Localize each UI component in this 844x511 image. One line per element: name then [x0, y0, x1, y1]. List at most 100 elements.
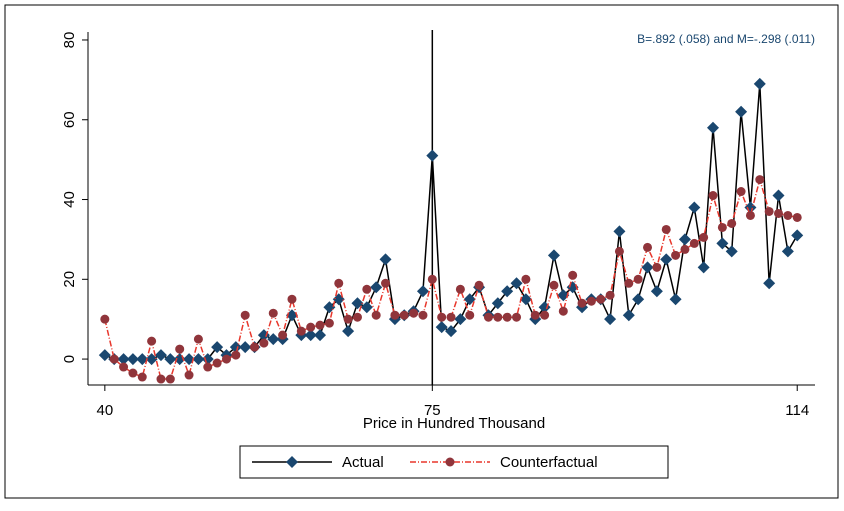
data-point: [165, 374, 175, 384]
data-point: [334, 278, 344, 288]
data-point: [409, 308, 419, 318]
data-point: [613, 225, 626, 238]
data-point: [426, 149, 439, 162]
data-point: [390, 310, 400, 320]
x-tick-label: 40: [96, 402, 113, 419]
data-point: [549, 280, 559, 290]
data-point: [791, 229, 804, 242]
data-point: [510, 277, 523, 290]
data-point: [306, 322, 316, 332]
data-point: [100, 314, 110, 324]
data-point: [774, 208, 784, 218]
data-point: [772, 189, 785, 202]
data-point: [596, 294, 606, 304]
data-point: [493, 312, 503, 322]
x-tick-label: 75: [424, 402, 441, 419]
data-point: [783, 210, 793, 220]
data-point: [660, 253, 673, 266]
data-point: [343, 314, 353, 324]
data-point: [530, 310, 540, 320]
data-point: [725, 245, 738, 258]
data-point: [491, 297, 504, 310]
data-point: [557, 289, 570, 302]
data-point: [577, 298, 587, 308]
data-point: [707, 121, 720, 134]
outer-frame: [4, 4, 839, 499]
legend-marker: [286, 456, 298, 468]
data-point: [744, 201, 757, 214]
data-point: [501, 285, 514, 298]
data-point: [287, 294, 297, 304]
data-point: [314, 329, 327, 342]
data-point: [175, 344, 185, 354]
data-point: [614, 246, 624, 256]
y-tick-label: 40: [61, 191, 78, 208]
data-point: [192, 353, 205, 366]
data-point: [792, 212, 802, 222]
y-tick-label: 60: [61, 111, 78, 128]
x-tick-label: 114: [785, 402, 809, 419]
data-point: [455, 284, 465, 294]
data-point: [352, 312, 362, 322]
data-point: [156, 374, 166, 384]
data-point: [362, 284, 372, 294]
data-point: [154, 349, 167, 362]
data-point: [680, 244, 690, 254]
data-point: [512, 312, 522, 322]
data-point: [671, 250, 681, 260]
data-point: [661, 224, 671, 234]
data-point: [211, 341, 224, 354]
data-point: [231, 350, 241, 360]
data-point: [119, 362, 129, 372]
data-point: [568, 270, 578, 280]
data-point: [465, 310, 475, 320]
data-point: [632, 293, 645, 306]
data-point: [379, 253, 392, 266]
data-point: [474, 280, 484, 290]
data-point: [643, 242, 653, 252]
data-point: [446, 312, 456, 322]
data-point: [324, 318, 334, 328]
data-point: [323, 301, 336, 314]
data-point: [250, 342, 260, 352]
data-point: [624, 278, 634, 288]
data-point: [586, 296, 596, 306]
data-point: [697, 261, 710, 274]
data-point: [418, 310, 428, 320]
data-point: [604, 313, 617, 326]
data-point: [716, 237, 729, 250]
data-point: [669, 293, 682, 306]
data-point: [641, 261, 654, 274]
data-point: [267, 333, 280, 346]
data-point: [753, 77, 766, 90]
data-point: [381, 278, 391, 288]
legend-label: Actual: [342, 454, 384, 471]
data-point: [201, 353, 214, 366]
data-point: [203, 362, 213, 372]
data-point: [735, 105, 748, 118]
data-point: [745, 210, 755, 220]
data-point: [164, 353, 177, 366]
data-point: [147, 336, 157, 346]
data-point: [370, 281, 383, 294]
y-tick-label: 80: [61, 32, 78, 49]
data-point: [126, 353, 139, 366]
data-point: [239, 341, 252, 354]
data-point: [98, 349, 111, 362]
data-point: [212, 358, 222, 368]
data-point: [622, 309, 635, 322]
data-point: [717, 222, 727, 232]
data-point: [278, 330, 288, 340]
y-tick-label: 0: [61, 355, 78, 363]
data-point: [427, 274, 437, 284]
data-point: [342, 325, 355, 338]
data-point: [699, 232, 709, 242]
data-point: [128, 368, 138, 378]
data-point: [727, 218, 737, 228]
data-point: [483, 312, 493, 322]
data-point: [502, 312, 512, 322]
legend-marker: [445, 457, 455, 467]
data-point: [605, 290, 615, 300]
y-tick-label: 20: [61, 271, 78, 288]
